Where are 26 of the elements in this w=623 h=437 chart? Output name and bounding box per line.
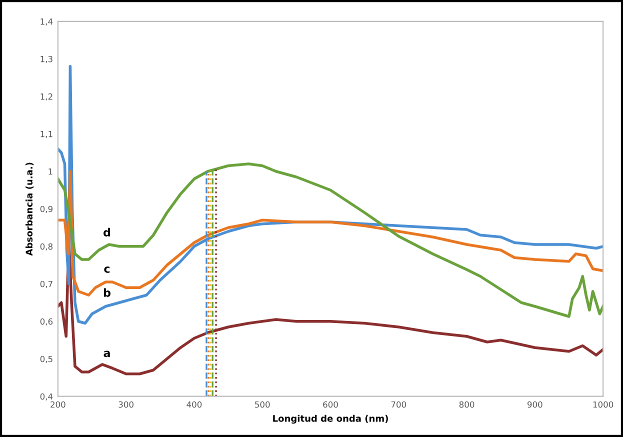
series-label: b [104, 288, 110, 297]
y-tick-label: 0,8 [40, 243, 53, 251]
x-tick-label: 600 [323, 401, 338, 408]
y-tick-label: 0,4 [40, 393, 53, 400]
x-tick-label: 400 [186, 401, 202, 408]
y-tick-label: 0,7 [40, 280, 52, 288]
y-tick-label: 0,5 [40, 356, 52, 363]
y-tick-label: 1 [48, 168, 52, 175]
x-tick-label: 700 [391, 401, 406, 408]
x-tick-label: 1000 [593, 401, 614, 408]
y-tick-label: 0,9 [40, 206, 52, 214]
y-tick-label: 1,4 [40, 18, 53, 26]
x-tick-label: 800 [459, 401, 474, 408]
x-tick-label: 300 [118, 401, 134, 408]
y-tick-label: 1,2 [40, 93, 52, 101]
y-tick-label: 0,6 [40, 318, 53, 326]
x-tick-label: 900 [527, 401, 542, 408]
y-axis-title: Absorbancia (u.a.) [26, 162, 34, 256]
x-tick-label: 200 [50, 401, 66, 408]
x-axis-title: Longitud de onda (nm) [273, 414, 388, 424]
series-label: d [104, 228, 110, 237]
y-tick-label: 1,1 [40, 130, 52, 138]
x-tick-label: 500 [255, 401, 270, 408]
series-label: a [104, 350, 110, 358]
series-label: c [104, 266, 110, 273]
y-tick-label: 1,3 [40, 56, 52, 64]
